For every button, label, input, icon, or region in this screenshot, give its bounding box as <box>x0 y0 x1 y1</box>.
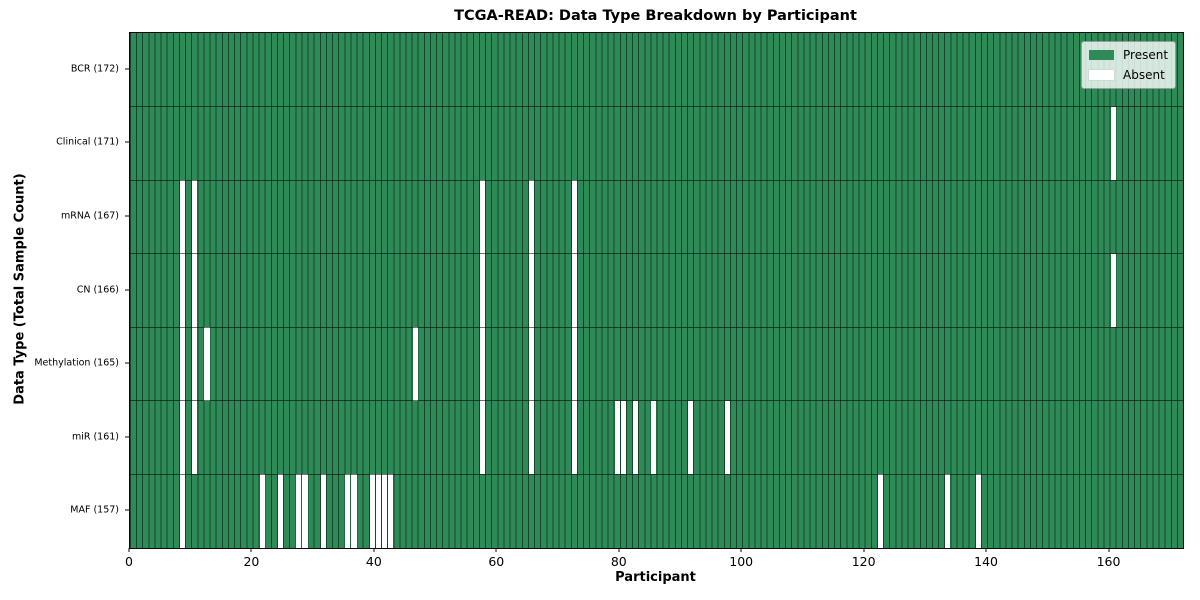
row-separator <box>130 253 1183 255</box>
x-tick-label: 160 <box>1096 554 1121 569</box>
y-tick-mark <box>125 289 129 290</box>
y-tick-mark <box>125 436 129 438</box>
chart-title: TCGA-READ: Data Type Breakdown by Partic… <box>454 8 857 24</box>
y-tick-mark <box>125 509 129 511</box>
present-swatch-icon <box>1089 50 1114 60</box>
x-axis-title: Participant <box>615 570 696 585</box>
heatmap-absent-cell <box>724 400 730 475</box>
x-tick-mark <box>128 548 130 552</box>
legend-item-present: Present <box>1089 48 1169 62</box>
y-tick-label: Methylation (165) <box>34 357 119 369</box>
legend-label-present: Present <box>1123 48 1169 62</box>
y-tick-mark <box>125 362 129 364</box>
row-separator <box>130 179 1183 181</box>
heatmap-absent-cell <box>571 180 577 254</box>
heatmap-absent-cell <box>571 400 577 475</box>
absent-swatch-icon <box>1089 70 1114 80</box>
y-tick-mark <box>125 141 129 143</box>
heatmap-absent-cell <box>192 400 198 475</box>
heatmap-absent-cell <box>688 400 694 475</box>
x-tick-mark <box>618 548 620 552</box>
heatmap-absent-cell <box>345 474 351 548</box>
row-separator <box>130 326 1183 328</box>
heatmap-absent-cell <box>620 400 626 475</box>
y-tick-label: miR (161) <box>71 431 119 443</box>
y-axis: BCR (172) Clinical (171) mRNA (167) CN (166… <box>0 32 129 547</box>
heatmap-absent-cell <box>382 474 388 548</box>
heatmap-absent-cell <box>479 400 486 475</box>
heatmap-absent-cell <box>945 474 951 548</box>
x-tick-mark <box>373 548 375 552</box>
heatmap-absent-cell <box>651 400 657 475</box>
legend-label-absent: Absent <box>1123 68 1165 82</box>
row-separator <box>130 473 1183 475</box>
heatmap-absent-cell <box>192 253 198 328</box>
heatmap-absent-cell <box>192 327 198 401</box>
x-tick-mark <box>985 548 987 552</box>
heatmap-absent-cell <box>479 327 486 401</box>
heatmap-absent-cell <box>528 327 535 401</box>
heatmap-absent-cell <box>528 180 535 254</box>
heatmap-absent-cell <box>259 474 265 548</box>
y-tick-label: mRNA (167) <box>60 210 119 222</box>
x-tick-label: 140 <box>974 554 999 569</box>
x-tick-mark <box>863 548 865 552</box>
legend-item-absent: Absent <box>1089 69 1167 81</box>
absent-cells-layer <box>130 33 1183 548</box>
heatmap-absent-cell <box>877 474 883 548</box>
row-separator <box>130 400 1183 402</box>
heatmap-absent-cell <box>375 474 381 548</box>
heatmap-absent-cell <box>388 474 394 548</box>
y-tick-label: Clinical (171) <box>56 136 119 148</box>
heatmap-absent-cell <box>614 400 620 475</box>
heatmap-absent-cell <box>571 253 577 328</box>
y-tick-label: BCR (172) <box>70 63 119 75</box>
heatmap-absent-cell <box>1110 106 1116 181</box>
x-axis: 0 20 40 60 80 100 120 140 160 <box>125 548 1182 570</box>
heatmap-absent-cell <box>192 180 198 254</box>
x-tick-label: 100 <box>729 554 754 569</box>
heatmap-absent-cell <box>302 474 308 548</box>
x-tick-label: 20 <box>243 554 260 569</box>
heatmap-plot: Present Absent <box>129 32 1184 549</box>
x-tick-label: 60 <box>488 554 505 569</box>
heatmap-absent-cell <box>179 474 186 548</box>
x-tick-label: 40 <box>365 554 382 569</box>
heatmap-absent-cell <box>571 327 577 401</box>
heatmap-absent-cell <box>296 474 302 548</box>
heatmap-absent-cell <box>351 474 357 548</box>
row-separator <box>130 106 1183 108</box>
heatmap-absent-cell <box>1110 253 1116 328</box>
heatmap-absent-cell <box>975 474 981 548</box>
x-tick-label: 0 <box>125 554 133 569</box>
heatmap-absent-cell <box>277 474 284 548</box>
heatmap-absent-cell <box>479 180 486 254</box>
heatmap-absent-cell <box>528 253 535 328</box>
heatmap-absent-cell <box>320 474 326 548</box>
heatmap-absent-cell <box>179 400 186 475</box>
x-tick-mark <box>1108 548 1110 552</box>
heatmap-absent-cell <box>179 253 186 328</box>
heatmap-absent-cell <box>179 327 186 401</box>
y-tick-mark <box>125 215 129 217</box>
row-separators-layer <box>130 33 1183 548</box>
y-tick-label: CN (166) <box>76 284 119 295</box>
heatmap-absent-cell <box>204 327 210 401</box>
x-tick-label: 120 <box>851 554 876 569</box>
legend: Present Absent <box>1081 41 1176 89</box>
heatmap-absent-cell <box>479 253 486 328</box>
heatmap-absent-cell <box>528 400 535 475</box>
heatmap-absent-cell <box>179 180 186 254</box>
heatmap-absent-cell <box>369 474 375 548</box>
x-tick-mark <box>495 548 497 552</box>
x-tick-mark <box>740 548 742 552</box>
heatmap-absent-cell <box>412 327 418 401</box>
heatmap-absent-cell <box>633 400 639 475</box>
x-tick-label: 80 <box>610 554 627 569</box>
x-tick-mark <box>250 548 252 552</box>
y-tick-mark <box>125 68 129 70</box>
y-tick-label: MAF (157) <box>70 504 119 516</box>
